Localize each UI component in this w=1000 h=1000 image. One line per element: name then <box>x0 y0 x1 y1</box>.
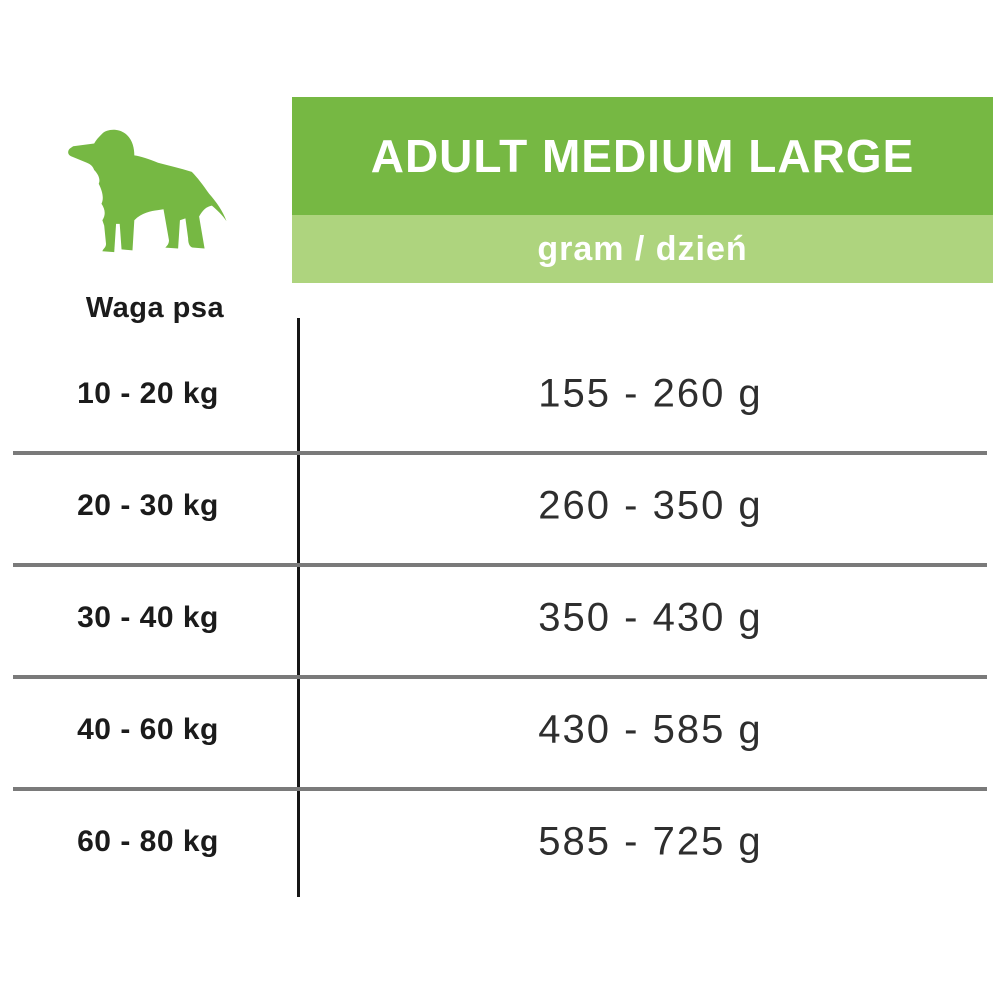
table-row-grams: 350 - 430 g <box>538 595 763 640</box>
table-row-grams: 585 - 725 g <box>538 819 763 864</box>
table-row-weight: 20 - 30 kg <box>77 489 219 522</box>
table-row-grams: 430 - 585 g <box>538 707 763 752</box>
row-separator-line <box>13 451 987 455</box>
weight-column-header: Waga psa <box>85 292 225 324</box>
table-row-weight: 40 - 60 kg <box>77 713 219 746</box>
vertical-divider <box>297 318 300 897</box>
row-separator-line <box>13 787 987 791</box>
table-row-weight: 10 - 20 kg <box>77 377 219 410</box>
table-header: ADULT MEDIUM LARGE gram / dzień <box>292 97 993 283</box>
table-row-grams: 260 - 350 g <box>538 483 763 528</box>
header-title: ADULT MEDIUM LARGE <box>370 130 915 182</box>
table-row-weight: 60 - 80 kg <box>77 825 219 858</box>
table-row-weight: 30 - 40 kg <box>77 601 219 634</box>
dog-silhouette-icon <box>60 118 236 264</box>
header-subtitle-band: gram / dzień <box>292 215 993 283</box>
header-title-band: ADULT MEDIUM LARGE <box>292 97 993 215</box>
row-separator-line <box>13 675 987 679</box>
row-separator-line <box>13 563 987 567</box>
table-row-grams: 155 - 260 g <box>538 371 763 416</box>
header-subtitle: gram / dzień <box>537 229 748 268</box>
